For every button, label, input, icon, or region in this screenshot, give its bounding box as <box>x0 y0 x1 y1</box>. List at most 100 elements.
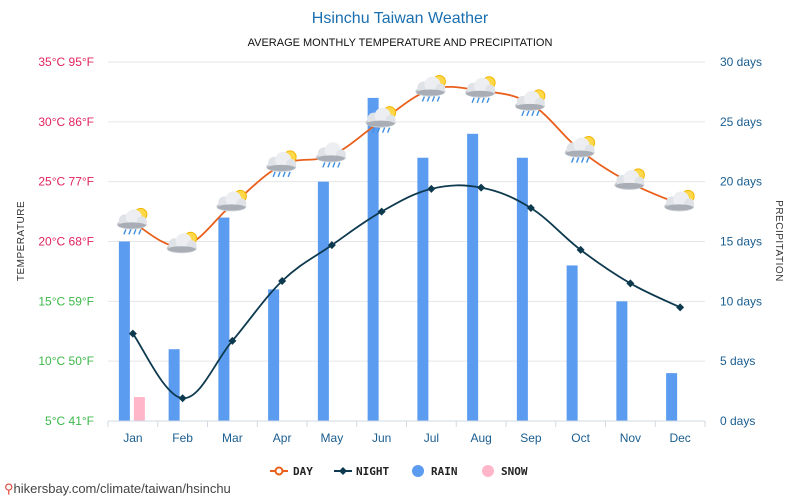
day-line <box>132 85 681 248</box>
cloud-shadow <box>565 150 594 157</box>
y-axis-left-title: TEMPERATURE <box>16 201 27 281</box>
y-left-tick-label: 15°C 59°F <box>38 294 94 308</box>
rain-drop <box>476 97 480 103</box>
rain-drop <box>426 96 431 102</box>
y-right-tick-label: 20 days <box>720 175 762 189</box>
rain-drop <box>526 110 530 117</box>
cloud-shadow <box>466 90 495 97</box>
y-axis-right-title: PRECIPITATION <box>773 200 784 282</box>
rain-drop <box>580 157 585 163</box>
rain-bar <box>666 373 678 421</box>
rain-drop <box>332 162 336 168</box>
sun-cloud-icon <box>166 231 198 254</box>
cloud-shadow <box>366 120 395 127</box>
y-left-tick-label: 10°C 50°F <box>38 354 94 368</box>
y-right-tick-label: 30 days <box>720 55 762 69</box>
x-axis: Jan Feb Mar Apr May Jun Jul Aug Sep Oct Nov Dec <box>107 420 706 445</box>
night-point <box>278 276 287 285</box>
night-point <box>526 203 535 212</box>
source-footer: ⚲hikersbay.com/climate/taiwan/hsinchu <box>4 481 231 497</box>
night-point <box>626 279 635 288</box>
x-tick-label: Sep <box>520 431 542 445</box>
rain-drop <box>282 171 286 178</box>
night-line <box>132 184 681 400</box>
legend-rain-marker <box>412 465 424 477</box>
chart-title: Hsinchu Taiwan Weather <box>312 10 489 27</box>
rain-drop <box>536 110 540 117</box>
rain-bar <box>616 301 628 421</box>
legend-snow-label: SNOW <box>501 465 528 478</box>
cloud-rain-icon <box>315 142 346 168</box>
rain-drop <box>277 171 281 178</box>
rain-drop <box>272 171 276 178</box>
sun-cloud-rain-icon <box>564 136 596 163</box>
night-point <box>576 245 585 254</box>
night-point <box>178 394 187 403</box>
rain-drop <box>322 162 326 168</box>
sun-cloud-rain-icon <box>465 76 496 103</box>
cloud-shadow <box>615 182 644 189</box>
rain-drop <box>570 157 575 163</box>
rain-drop <box>371 127 376 133</box>
rain-drop <box>431 96 436 102</box>
rain-bar <box>218 217 230 421</box>
cloud-shadow <box>665 204 694 211</box>
x-tick-label: Dec <box>669 431 690 445</box>
rain-drop <box>123 229 127 235</box>
bars-layer <box>118 97 678 422</box>
rain-drop <box>436 96 441 102</box>
rain-drop <box>531 110 535 117</box>
x-tick-label: Apr <box>273 431 292 445</box>
rain-bar <box>367 97 379 422</box>
x-tick-label: Jan <box>123 431 142 445</box>
rain-drop <box>337 162 341 168</box>
rain-drop <box>386 127 391 133</box>
rain-drop <box>133 229 137 235</box>
y-left-tick-label: 5°C 41°F <box>45 414 94 428</box>
rain-bar <box>118 241 130 421</box>
y-right-tick-label: 10 days <box>720 294 762 308</box>
night-point <box>327 241 336 250</box>
rain-bar <box>516 157 528 421</box>
cloud-shadow <box>117 222 146 229</box>
cloud-shadow <box>217 204 246 211</box>
sun-cloud-rain-icon <box>116 207 148 235</box>
rain-drop <box>128 229 132 235</box>
legend-night-label: NIGHT <box>356 465 389 478</box>
cloud-shadow <box>167 246 196 253</box>
rain-drop <box>287 171 291 178</box>
night-point <box>427 184 436 193</box>
rain-drop <box>486 97 490 103</box>
x-tick-label: Feb <box>172 431 193 445</box>
y-left-tick-label: 35°C 95°F <box>38 55 94 69</box>
y-left-tick-label: 25°C 77°F <box>38 175 94 189</box>
cloud-shadow <box>515 103 544 110</box>
legend-night-marker <box>339 467 347 475</box>
rain-bar <box>417 157 429 421</box>
x-tick-label: Jul <box>424 431 439 445</box>
y-right-tick-label: 25 days <box>720 115 762 129</box>
source-link[interactable]: hikersbay.com/climate/taiwan/hsinchu <box>13 481 231 496</box>
sun-cloud-rain-icon <box>514 89 546 117</box>
rain-drop <box>481 97 485 103</box>
rain-drop <box>575 157 580 163</box>
legend-rain-label: RAIN <box>431 465 458 478</box>
rain-bar <box>467 133 479 422</box>
legend-day-label: DAY <box>293 465 313 478</box>
y-right-tick-label: 0 days <box>720 414 755 428</box>
sun-cloud-icon <box>216 189 247 212</box>
sun-cloud-rain-icon <box>415 75 446 102</box>
cloud-shadow <box>316 155 345 162</box>
legend: DAY NIGHT RAIN SNOW <box>270 465 528 478</box>
rain-drop <box>421 96 426 102</box>
location-pin-icon: ⚲ <box>4 481 14 496</box>
x-tick-label: May <box>321 431 344 445</box>
rain-drop <box>376 127 381 133</box>
sun-cloud-icon <box>614 168 645 190</box>
sun-cloud-rain-icon <box>266 150 297 178</box>
x-tick-label: Mar <box>222 431 243 445</box>
night-point <box>676 303 685 312</box>
y-right-tick-label: 15 days <box>720 235 762 249</box>
night-point <box>377 207 386 216</box>
